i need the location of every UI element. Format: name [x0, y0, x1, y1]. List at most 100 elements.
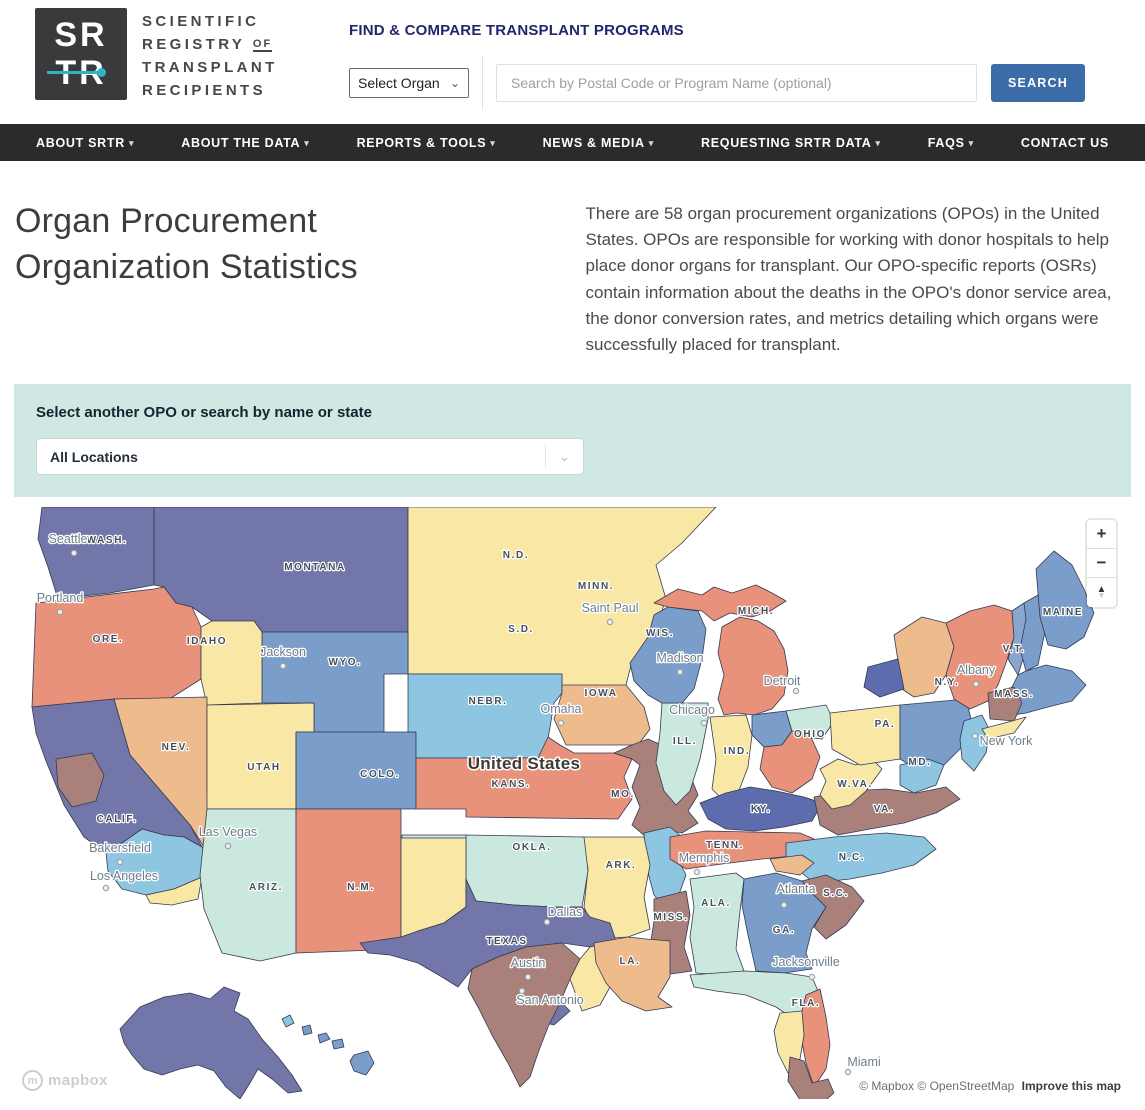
mapbox-logo[interactable]: m mapbox	[22, 1070, 108, 1092]
opo-region-alabama[interactable]	[689, 872, 745, 976]
state-label: OKLA.	[512, 842, 551, 853]
city-dot	[606, 618, 614, 626]
city-label: Miami	[847, 1055, 880, 1069]
state-label: VA.	[874, 804, 895, 815]
state-label: WYO.	[328, 657, 361, 668]
opo-region-new-york-west[interactable]	[863, 658, 905, 698]
intro-section: Organ Procurement Organization Statistic…	[0, 161, 1145, 358]
opo-region-tennessee[interactable]	[669, 830, 815, 870]
state-label: TEXAS	[486, 936, 527, 947]
state-label: IDAHO	[187, 636, 227, 647]
opo-region-upper-michigan[interactable]	[653, 584, 787, 622]
opo-region-hawaii-kauai[interactable]	[281, 1014, 295, 1028]
opo-region-south-idaho[interactable]	[200, 620, 263, 706]
nav-item-contact-us[interactable]: CONTACT US	[1020, 135, 1109, 150]
city-dot	[676, 668, 684, 676]
zoom-in-button[interactable]: +	[1087, 520, 1116, 550]
opo-region-kansas-west-missouri[interactable]	[415, 736, 633, 820]
opo-region-south-texas[interactable]	[467, 942, 581, 1088]
city-dot	[70, 549, 78, 557]
program-search-input[interactable]	[496, 64, 977, 102]
nav-item-requesting-srtr-data[interactable]: REQUESTING SRTR DATA ▾	[701, 135, 881, 150]
search-button[interactable]: SEARCH	[991, 64, 1085, 102]
opo-region-washington[interactable]	[37, 507, 155, 600]
opo-region-michigan[interactable]	[717, 616, 789, 716]
opo-region-hawaii-molokai[interactable]	[317, 1032, 331, 1044]
opo-location-value: All Locations	[50, 448, 138, 465]
state-label: NEV.	[162, 742, 191, 753]
opo-region-oregon-west-idaho[interactable]	[31, 586, 202, 708]
improve-map-link[interactable]: Improve this map	[1021, 1079, 1121, 1094]
city-dot	[518, 987, 526, 995]
wordmark-line: SCIENTIFIC	[142, 13, 260, 30]
wordmark-line: REGISTRY OF	[142, 36, 273, 53]
opo-location-dropdown[interactable]: All Locations ⌄	[36, 438, 584, 476]
city-dot	[792, 687, 800, 695]
opo-region-nebraska[interactable]	[407, 673, 563, 759]
map-zoom-controls: + − ▲ ▼	[1087, 520, 1116, 608]
srtr-logo-mark: SR TR	[35, 8, 127, 100]
opo-region-pennsylvania-west[interactable]	[829, 704, 901, 766]
opo-region-arizona[interactable]	[199, 808, 297, 962]
opo-region-illinois[interactable]	[655, 702, 709, 806]
opo-region-west-virginia[interactable]	[819, 756, 883, 810]
state-label: ARK.	[606, 860, 637, 871]
city-label: Las Vegas	[199, 825, 257, 839]
state-label: FLA.	[792, 998, 821, 1009]
opo-region-south-new-england[interactable]	[987, 686, 1023, 722]
opo-region-hawaii-maui[interactable]	[331, 1038, 345, 1050]
srtr-logo[interactable]: SR TR SCIENTIFIC REGISTRY OF TRANSPLANT …	[35, 8, 278, 102]
city-dot	[972, 680, 980, 688]
osm-attribution-link[interactable]: © OpenStreetMap	[917, 1079, 1015, 1094]
opo-region-san-diego[interactable]	[145, 876, 203, 906]
caret-down-icon: ▾	[968, 137, 974, 148]
opo-map[interactable]: WASH. MONTANA N.D. MINN. S.D. ORE. IDAHO WYO. WI…	[14, 507, 1131, 1100]
opo-region-california-valley[interactable]	[55, 752, 105, 808]
select-organ-value: Select Organ	[358, 75, 440, 91]
city-label: Seattle	[49, 532, 88, 546]
opo-region-new-york-east[interactable]	[945, 604, 1015, 710]
nav-item-faqs[interactable]: FAQS ▾	[927, 135, 974, 150]
state-label: MICH.	[738, 606, 774, 617]
opo-region-arkansas[interactable]	[581, 836, 651, 940]
country-label: United States	[468, 754, 581, 773]
opo-region-new-mexico[interactable]	[295, 808, 402, 954]
opo-region-ohio-central[interactable]	[759, 730, 821, 794]
city-dot	[844, 1068, 852, 1076]
opo-region-maryland[interactable]	[899, 758, 945, 794]
nav-item-news-media[interactable]: NEWS & MEDIA ▾	[542, 135, 654, 150]
select-organ-dropdown[interactable]: Select Organ ⌄	[349, 68, 469, 98]
opo-region-louisiana[interactable]	[593, 936, 673, 1012]
page-intro-text: There are 58 organ procurement organizat…	[585, 204, 1112, 354]
logo-line-1: SR	[54, 16, 108, 54]
compass-button[interactable]: ▲ ▼	[1087, 578, 1116, 608]
wordmark-of: OF	[252, 38, 273, 52]
opo-region-indiana[interactable]	[709, 714, 753, 800]
city-label: Bakersfield	[89, 841, 151, 855]
page-title: Organ Procurement Organization Statistic…	[15, 202, 358, 286]
caret-down-icon: ▾	[875, 137, 881, 148]
opo-region-south-carolina[interactable]	[801, 874, 865, 940]
opo-region-maine[interactable]	[1035, 550, 1095, 650]
state-label: CALIF.	[97, 814, 138, 825]
city-dot	[116, 858, 124, 866]
opo-region-hawaii-big-island[interactable]	[349, 1050, 375, 1076]
opo-region-wisconsin[interactable]	[629, 606, 707, 704]
nav-item-about-srtr[interactable]: ABOUT SRTR ▾	[36, 135, 135, 150]
nav-item-reports-tools[interactable]: REPORTS & TOOLS ▾	[356, 135, 496, 150]
mapbox-wordmark: mapbox	[48, 1072, 108, 1090]
nav-item-about-the-data[interactable]: ABOUT THE DATA ▾	[181, 135, 310, 150]
opo-region-west-carolina-sliver[interactable]	[769, 854, 815, 876]
opo-region-hawaii-oahu[interactable]	[301, 1024, 313, 1036]
city-dot	[543, 918, 551, 926]
opo-region-long-island[interactable]	[981, 716, 1027, 740]
city-dot	[524, 973, 532, 981]
city-dot	[279, 662, 287, 670]
zoom-out-button[interactable]: −	[1087, 549, 1116, 579]
city-label: Madison	[656, 651, 703, 665]
mapbox-attribution-link[interactable]: © Mapbox	[859, 1079, 915, 1094]
city-dot	[971, 732, 979, 740]
state-label: N.M.	[347, 882, 375, 893]
city-label: New York	[980, 734, 1034, 748]
opo-region-alaska[interactable]	[119, 986, 303, 1100]
